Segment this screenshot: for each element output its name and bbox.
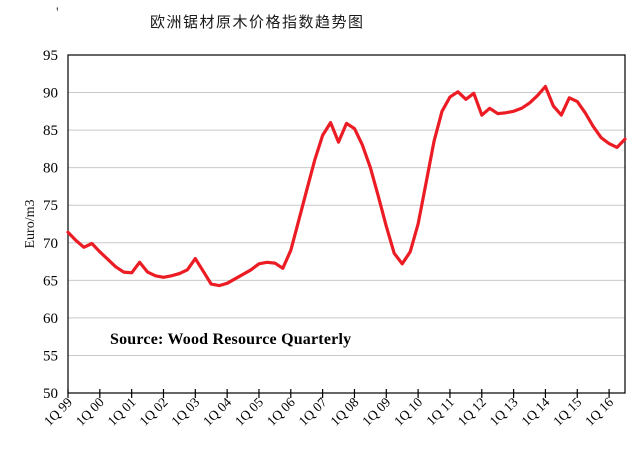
- svg-text:1Q 14: 1Q 14: [518, 394, 552, 428]
- svg-text:1Q 02: 1Q 02: [136, 395, 170, 429]
- svg-text:80: 80: [43, 161, 58, 177]
- price-line: [66, 84, 627, 288]
- svg-text:1Q 04: 1Q 04: [200, 394, 234, 428]
- svg-text:1Q 08: 1Q 08: [327, 394, 361, 428]
- svg-text:90: 90: [43, 86, 58, 102]
- svg-text:1Q 11: 1Q 11: [423, 395, 457, 429]
- svg-text:1Q 01: 1Q 01: [105, 395, 139, 429]
- x-axis-ticks: [67, 389, 610, 398]
- svg-text:1Q 09: 1Q 09: [359, 394, 393, 428]
- svg-text:1Q 10: 1Q 10: [391, 394, 425, 428]
- chart-title: 欧洲锯材原木价格指数趋势图: [150, 15, 365, 31]
- svg-text:1Q 13: 1Q 13: [487, 394, 521, 428]
- svg-text:1Q 12: 1Q 12: [455, 395, 489, 429]
- svg-text:1Q 05: 1Q 05: [232, 394, 266, 428]
- svg-text:55: 55: [43, 348, 58, 364]
- svg-text:1Q 00: 1Q 00: [73, 394, 107, 428]
- svg-text:1Q 03: 1Q 03: [168, 394, 202, 428]
- source-annotation: Source: Wood Resource Quarterly: [110, 331, 352, 348]
- svg-text:85: 85: [43, 123, 58, 139]
- svg-text:1Q 16: 1Q 16: [582, 394, 616, 428]
- svg-text:95: 95: [43, 48, 58, 64]
- svg-text:1Q 15: 1Q 15: [550, 394, 584, 428]
- y-gridlines: [68, 92, 625, 356]
- svg-text:60: 60: [43, 311, 58, 327]
- y-axis-labels: 50 55 60 65 70 75 80 85 90 95: [43, 48, 58, 402]
- stray-mark: ': [56, 5, 59, 21]
- svg-text:75: 75: [43, 198, 58, 214]
- plot-border: [67, 54, 626, 394]
- svg-text:1Q 06: 1Q 06: [264, 394, 298, 428]
- svg-text:70: 70: [43, 236, 58, 252]
- svg-text:50: 50: [43, 386, 58, 402]
- svg-text:1Q 07: 1Q 07: [296, 394, 330, 428]
- svg-text:65: 65: [43, 273, 58, 289]
